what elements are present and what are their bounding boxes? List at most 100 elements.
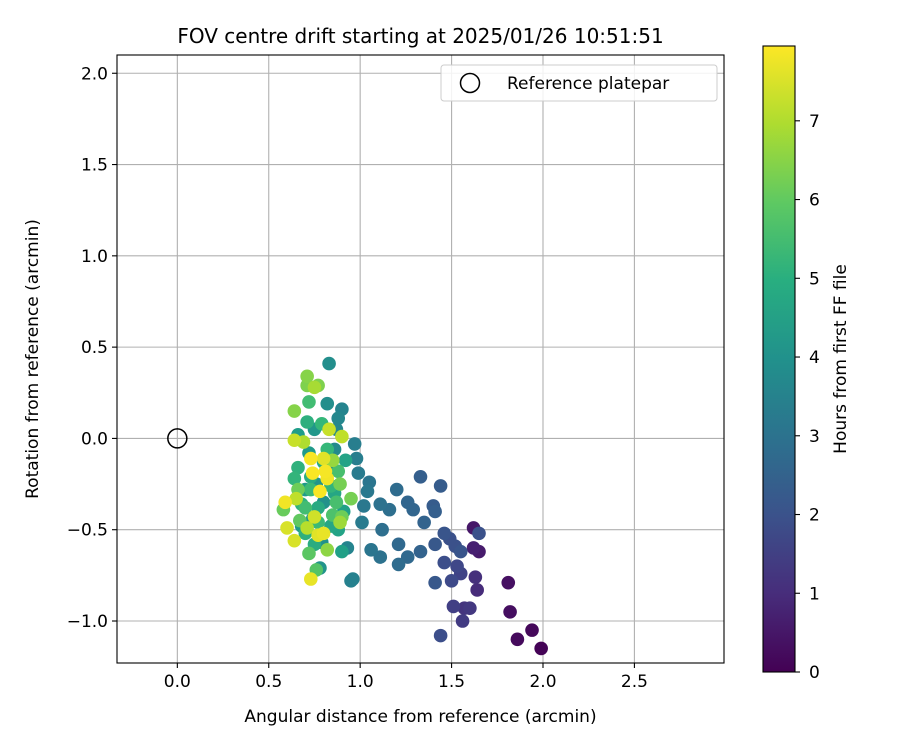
data-point [300,415,314,429]
data-point [307,510,322,524]
legend-marker-icon [459,72,481,94]
y-tick-label: 1.0 [81,247,108,267]
reference-platepar-marker [167,428,188,449]
data-point [446,599,461,614]
data-point [338,453,353,468]
data-point [357,499,371,513]
data-point [331,464,346,479]
data-point [373,550,388,564]
y-axis-ticks: −1.0 −0.5 0.0 0.5 1.0 1.5 2.0 [67,64,117,632]
x-tick-label: 2.5 [621,672,648,692]
data-point [437,526,452,541]
data-point [287,433,302,448]
colorbar-tick-label: 4 [809,348,820,368]
data-point [322,356,336,371]
data-point [349,451,364,466]
data-point [287,471,302,486]
data-point [316,526,331,541]
x-tick-label: 1.5 [438,672,465,692]
data-point [344,574,358,588]
data-point [450,559,464,574]
data-point [320,542,335,557]
x-axis-ticks: 0.0 0.5 1.0 1.5 2.0 2.5 [164,663,648,692]
x-tick-label: 0.0 [164,672,191,692]
data-point [417,515,431,530]
data-point [375,522,389,537]
data-point [510,632,525,647]
data-point [331,411,346,426]
data-points [276,356,548,656]
colorbar [762,45,796,673]
data-point [287,533,302,548]
data-point [466,541,481,555]
data-point [289,491,303,506]
data-point [316,451,331,466]
data-point [320,396,335,411]
data-point [298,501,313,515]
data-point [280,521,294,535]
colorbar-tick-label: 5 [809,269,820,289]
colorbar-tick-label: 6 [809,191,820,211]
data-point [333,515,347,530]
data-point [455,614,470,628]
colorbar-tick-label: 7 [809,112,820,132]
data-point [463,601,477,616]
data-point [428,504,442,519]
data-point [291,460,305,475]
y-tick-label: 1.5 [81,156,108,176]
data-point [413,469,428,484]
data-point [302,395,316,409]
y-tick-label: −1.0 [67,612,108,632]
data-point [287,404,302,418]
colorbar-tick-label: 3 [809,427,820,447]
colorbar-tick-label: 2 [809,506,820,526]
colorbar-label: Hours from first FF file [831,264,851,454]
data-point [307,380,322,395]
y-tick-label: 0.5 [81,338,108,358]
data-point [428,537,442,552]
data-point [468,570,483,584]
data-point [305,466,320,480]
legend: Reference platepar [440,64,718,102]
plot-frame [116,54,725,664]
data-point [322,422,336,437]
x-axis-label: Angular distance from reference (arcmin) [244,707,596,727]
data-point [300,369,314,384]
x-tick-label: 0.5 [255,672,282,692]
data-point [501,575,516,590]
data-point [503,605,517,619]
data-point [433,628,448,643]
data-point [413,544,428,559]
data-point [304,572,318,586]
data-point [453,544,468,559]
data-point [391,557,406,572]
data-point [300,521,314,535]
data-point [428,575,442,590]
data-point [347,437,362,451]
data-point [437,555,452,570]
data-point [344,491,358,506]
data-point [433,479,448,493]
data-point [400,550,415,564]
data-point [373,497,388,511]
data-point [278,495,293,510]
data-point [525,623,539,637]
data-point [333,477,347,491]
data-point [444,574,459,588]
data-point [302,546,316,561]
legend-box [440,64,718,102]
legend-entry: Reference platepar [507,74,669,94]
data-point [329,495,344,510]
data-point [355,515,369,530]
data-point [351,466,366,480]
data-point [318,464,333,479]
data-point [360,484,375,499]
y-axis-label: Rotation from reference (arcmin) [23,219,43,499]
chart-title: FOV centre drift starting at 2025/01/26 … [177,24,663,48]
colorbar-ticks: 0 1 2 3 4 5 6 7 [795,112,820,683]
y-tick-label: 2.0 [81,64,108,84]
data-point [406,502,420,517]
data-point [313,484,327,499]
colorbar-tick-label: 0 [809,663,820,683]
